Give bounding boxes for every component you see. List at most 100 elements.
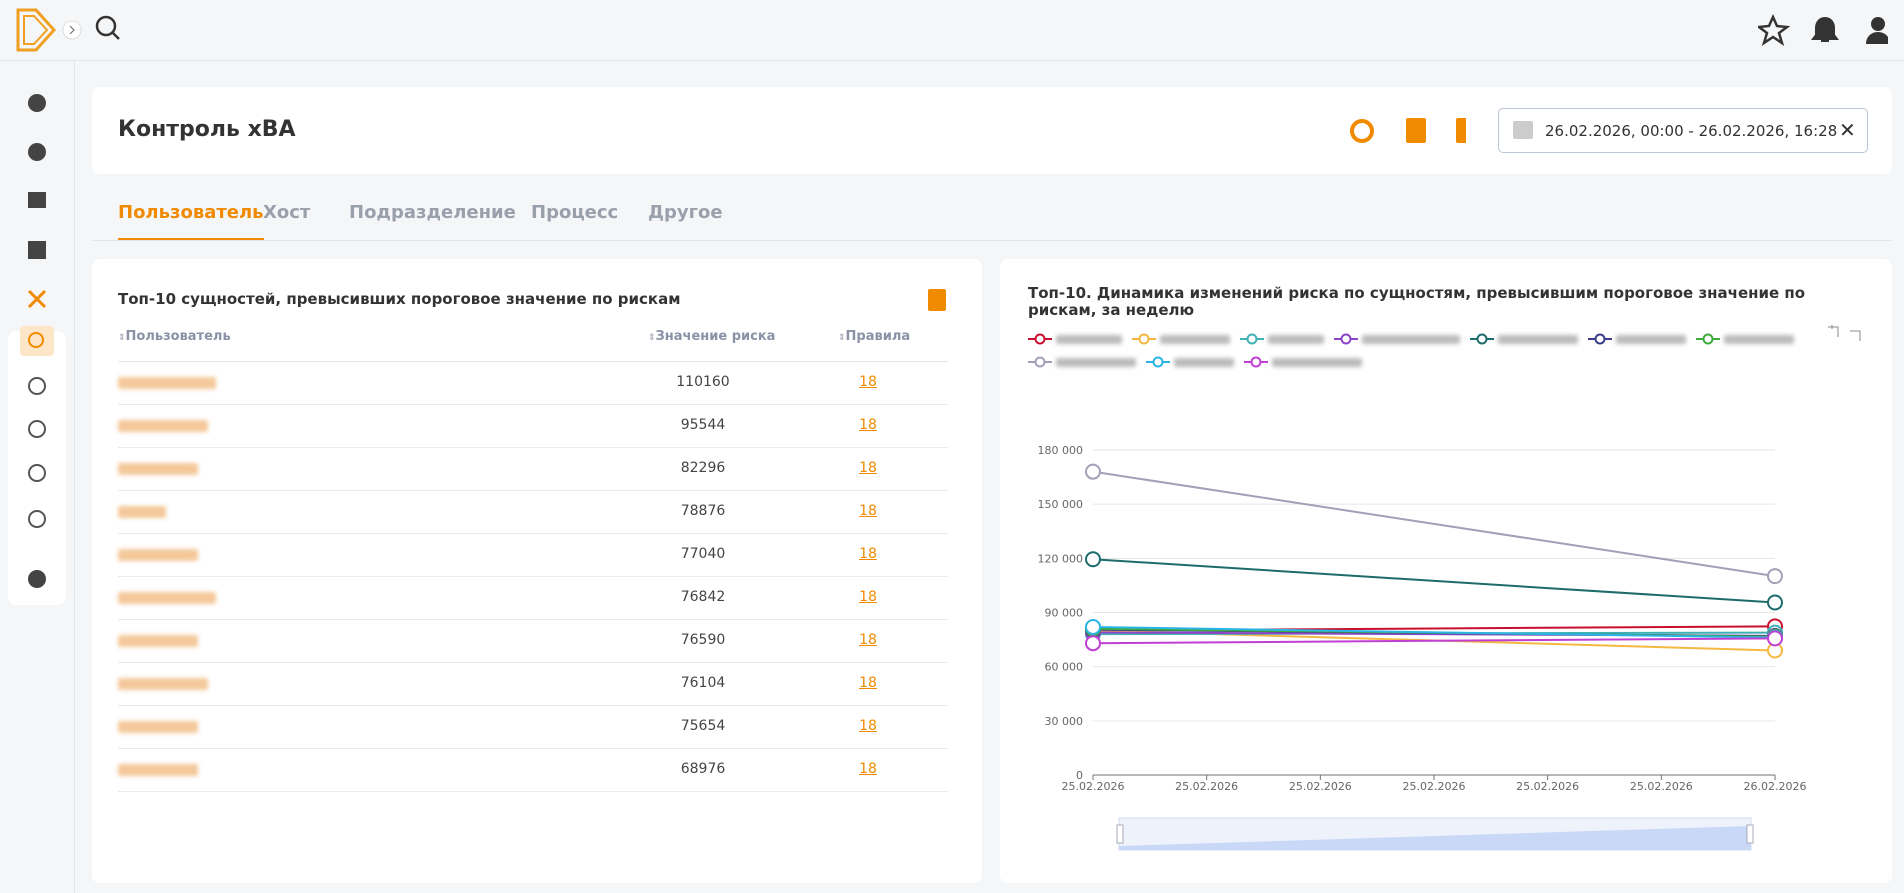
rules-link[interactable]: 18: [859, 589, 877, 605]
table-row: 77040 18: [118, 534, 948, 577]
entity-name: [118, 377, 216, 389]
legend-marker: [1240, 333, 1264, 345]
rules-link[interactable]: 18: [859, 718, 877, 734]
table-header: ⇕Пользователь ⇕Значение риска ⇕Правила: [118, 325, 948, 362]
table-row: 68976 18: [118, 749, 948, 792]
legend-blurred-name: [1498, 334, 1578, 344]
legend-blurred-name: [1616, 334, 1686, 344]
entity-name: [118, 463, 198, 475]
legend-blurred-name: [1174, 357, 1234, 367]
entity-name: [118, 549, 198, 561]
column-label: Правила: [845, 329, 911, 344]
table-row: 110160 18: [118, 362, 948, 405]
top-bar: [0, 0, 1904, 61]
table-title: Топ-10 сущностей, превысивших пороговое …: [118, 290, 681, 308]
page-title: Контроль xBA: [118, 117, 296, 142]
table-row: 82296 18: [118, 448, 948, 491]
sort-icon: ⇕: [838, 333, 846, 343]
legend-item[interactable]: [1470, 327, 1578, 350]
legend-item[interactable]: [1334, 327, 1460, 350]
legend-item[interactable]: [1132, 327, 1230, 350]
rules-link[interactable]: 18: [859, 417, 877, 433]
legend-blurred-name: [1272, 357, 1362, 367]
legend-marker: [1146, 356, 1170, 368]
entity-name: [118, 721, 198, 733]
column-label: Значение риска: [655, 329, 776, 344]
legend-blurred-name: [1056, 357, 1136, 367]
column-header[interactable]: ⇕Правила: [838, 329, 910, 344]
legend-marker: [1696, 333, 1720, 345]
legend-marker: [1244, 356, 1268, 368]
legend-item[interactable]: [1244, 350, 1362, 373]
table-row: 78876 18: [118, 491, 948, 534]
legend-marker: [1028, 356, 1052, 368]
entity-name: [118, 420, 208, 432]
tab[interactable]: Другое: [648, 202, 723, 223]
legend-blurred-name: [1268, 334, 1324, 344]
table-row: 95544 18: [118, 405, 948, 448]
legend-marker: [1588, 333, 1612, 345]
legend-blurred-name: [1056, 334, 1122, 344]
date-range: 26.02.2026, 00:00 - 26.02.2026, 16:28: [1545, 122, 1838, 140]
table: ⇕Пользователь ⇕Значение риска ⇕Правила 1101…: [118, 325, 948, 792]
table-card: Топ-10 сущностей, превысивших пороговое …: [92, 259, 982, 883]
legend: [1028, 327, 1808, 373]
risk-value: 76842: [680, 589, 726, 605]
tab[interactable]: Подразделение: [349, 202, 516, 223]
tab[interactable]: Процесс: [531, 202, 619, 223]
tab[interactable]: Пользователь: [118, 202, 264, 240]
table-row: 76842 18: [118, 577, 948, 620]
rules-link[interactable]: 18: [859, 761, 877, 777]
table-row: 75654 18: [118, 706, 948, 749]
legend-item[interactable]: [1028, 327, 1122, 350]
risk-value: 77040: [680, 546, 726, 562]
column-header[interactable]: ⇕Пользователь: [118, 329, 231, 344]
rules-link[interactable]: 18: [859, 546, 877, 562]
entity-name: [118, 506, 166, 518]
header-actions[interactable]: [1346, 115, 1466, 147]
header-card: Контроль xBA 26.02.2026, 00:00 - 26.02.2…: [92, 87, 1892, 174]
export-icon[interactable]: [928, 289, 946, 311]
legend-marker: [1334, 333, 1358, 345]
risk-value: 78876: [680, 503, 726, 519]
entity-name: [118, 592, 216, 604]
legend-item[interactable]: [1146, 350, 1234, 373]
rules-link[interactable]: 18: [859, 503, 877, 519]
table-row: 76104 18: [118, 663, 948, 706]
legend-item[interactable]: [1240, 327, 1324, 350]
zoom-icons[interactable]: [1826, 323, 1866, 341]
risk-value: 76104: [680, 675, 726, 691]
tab[interactable]: Хост: [263, 202, 311, 223]
entity-name: [118, 764, 198, 776]
legend-item[interactable]: [1696, 327, 1794, 350]
risk-value: 82296: [680, 460, 726, 476]
sort-icon: ⇕: [648, 333, 656, 343]
entity-name: [118, 635, 198, 647]
legend-marker: [1132, 333, 1156, 345]
date-picker[interactable]: 26.02.2026, 00:00 - 26.02.2026, 16:28 ✕: [1498, 108, 1868, 153]
legend-blurred-name: [1724, 334, 1794, 344]
risk-value: 110160: [676, 374, 730, 390]
rules-link[interactable]: 18: [859, 675, 877, 691]
rules-link[interactable]: 18: [859, 632, 877, 648]
risk-value: 68976: [680, 761, 726, 777]
top-icons[interactable]: [1758, 14, 1888, 46]
legend-blurred-name: [1362, 334, 1460, 344]
column-label: Пользователь: [125, 329, 231, 344]
legend-item[interactable]: [1028, 350, 1136, 373]
legend-item[interactable]: [1588, 327, 1686, 350]
table-row: 76590 18: [118, 620, 948, 663]
rules-link[interactable]: 18: [859, 374, 877, 390]
column-header[interactable]: ⇕Значение риска: [648, 329, 775, 344]
legend-blurred-name: [1160, 334, 1230, 344]
rules-link[interactable]: 18: [859, 460, 877, 476]
legend-marker: [1028, 333, 1052, 345]
clear-icon[interactable]: ✕: [1839, 118, 1856, 142]
logo: [16, 8, 120, 52]
sidebar: [0, 61, 75, 893]
chart-title: Топ-10. Динамика изменений риска по сущн…: [1028, 284, 1806, 319]
sidebar-icons[interactable]: [20, 89, 54, 649]
chart-card: Топ-10. Динамика изменений риска по сущн…: [1000, 259, 1892, 883]
tabs: Пользователь Хост Подразделение Процесс Друг…: [92, 200, 1892, 241]
